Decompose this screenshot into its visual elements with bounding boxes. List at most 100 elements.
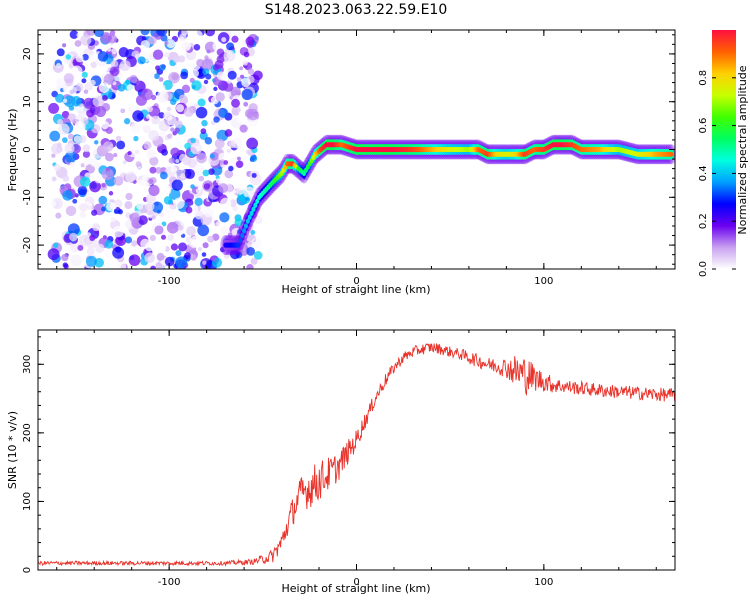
noise-speckle — [159, 171, 168, 180]
noise-speckle — [91, 91, 99, 98]
noise-speckle — [108, 191, 114, 196]
ridge-core — [243, 223, 248, 229]
noise-speckle — [110, 216, 116, 223]
noise-speckle — [126, 83, 135, 92]
noise-speckle — [164, 51, 171, 58]
noise-speckle — [170, 98, 177, 106]
noise-speckle — [132, 110, 144, 122]
noise-speckle — [226, 148, 231, 153]
noise-speckle — [82, 150, 91, 158]
noise-speckle — [101, 183, 106, 188]
noise-speckle — [224, 129, 233, 137]
noise-speckle — [65, 54, 72, 60]
noise-speckle — [51, 198, 64, 210]
noise-speckle — [158, 77, 164, 82]
noise-speckle — [61, 110, 70, 119]
ridge-core — [669, 151, 674, 157]
noise-speckle — [218, 183, 229, 194]
noise-speckle — [69, 241, 81, 253]
noise-speckle — [181, 30, 189, 36]
noise-speckle — [129, 102, 137, 110]
noise-speckle — [85, 255, 97, 267]
noise-speckle — [242, 60, 248, 66]
noise-speckle — [194, 197, 203, 206]
noise-speckle — [165, 204, 176, 215]
noise-speckle — [247, 108, 259, 121]
noise-speckle — [202, 68, 210, 76]
heatmap-ylabel: Frequency (Hz) — [6, 109, 19, 192]
noise-speckle — [224, 169, 234, 179]
noise-speckle — [216, 48, 225, 56]
noise-speckle — [102, 95, 108, 101]
noise-speckle — [175, 250, 182, 257]
noise-speckle — [128, 254, 141, 267]
noise-speckle — [160, 234, 167, 240]
noise-speckle — [190, 142, 203, 155]
noise-speckle — [161, 245, 167, 251]
noise-speckle — [95, 243, 105, 253]
noise-speckle — [247, 68, 255, 75]
noise-speckle — [64, 143, 75, 154]
noise-speckle — [250, 229, 256, 235]
ridge-core — [242, 228, 247, 234]
noise-speckle — [66, 38, 78, 49]
noise-speckle — [156, 252, 165, 261]
noise-speckle — [149, 72, 155, 78]
noise-speckle — [149, 234, 156, 242]
noise-speckle — [170, 127, 175, 132]
noise-speckle — [190, 235, 202, 248]
noise-speckle — [190, 184, 195, 189]
x-tick-label: -100 — [158, 577, 181, 588]
noise-speckle — [170, 243, 179, 251]
noise-speckle — [129, 212, 140, 224]
noise-speckle — [237, 178, 248, 189]
noise-speckle — [179, 36, 185, 42]
noise-speckle — [142, 125, 151, 134]
noise-speckle — [75, 83, 84, 92]
noise-speckle — [236, 156, 241, 161]
noise-speckle — [220, 226, 229, 235]
noise-speckle — [154, 225, 164, 235]
noise-speckle — [175, 104, 185, 113]
noise-speckle — [167, 234, 174, 241]
noise-speckle — [113, 153, 118, 158]
noise-speckle — [123, 118, 131, 125]
noise-speckle — [149, 156, 159, 166]
noise-speckle — [155, 167, 162, 174]
noise-speckle — [174, 127, 180, 133]
noise-speckle — [98, 82, 110, 93]
noise-speckle — [211, 222, 216, 227]
noise-speckle — [227, 70, 237, 80]
noise-speckle — [216, 55, 225, 64]
noise-speckle — [235, 160, 244, 169]
noise-speckle — [197, 224, 210, 237]
noise-speckle — [185, 206, 193, 214]
noise-speckle — [213, 86, 218, 92]
noise-speckle — [56, 48, 65, 57]
noise-speckle — [124, 201, 133, 210]
noise-speckle — [130, 122, 141, 133]
noise-speckle — [196, 152, 207, 164]
noise-speckle — [112, 225, 124, 238]
noise-speckle — [125, 79, 130, 84]
noise-speckle — [75, 114, 84, 124]
noise-speckle — [180, 172, 186, 179]
y-tick-label: 0 — [22, 567, 33, 573]
noise-speckle — [184, 142, 191, 150]
noise-speckle — [246, 40, 254, 48]
noise-speckle — [170, 147, 180, 157]
noise-speckle — [171, 179, 183, 191]
noise-speckle — [129, 74, 138, 84]
noise-speckle — [166, 221, 179, 234]
noise-speckle — [204, 55, 209, 60]
noise-speckle — [175, 159, 180, 164]
noise-speckle — [62, 43, 67, 48]
noise-speckle — [193, 44, 201, 51]
noise-speckle — [170, 166, 178, 173]
noise-speckle — [65, 205, 77, 217]
noise-speckle — [79, 211, 86, 219]
noise-speckle — [197, 98, 206, 107]
snr-series-line — [38, 343, 675, 567]
snr-ylabel: SNR (10 * v/v) — [6, 411, 19, 489]
noise-speckle — [163, 111, 173, 121]
